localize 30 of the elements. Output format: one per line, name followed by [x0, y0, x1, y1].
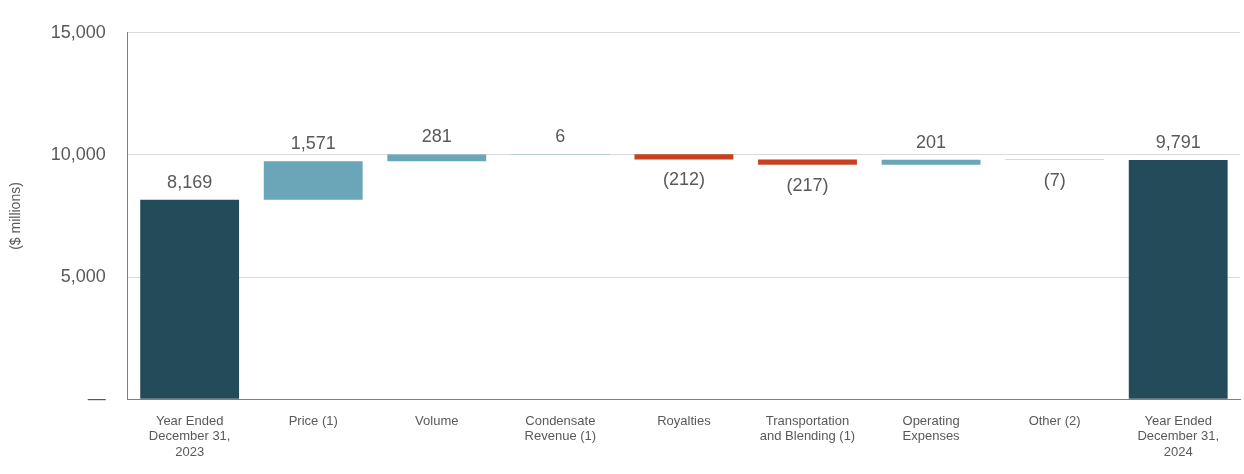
- data-label: 9,791: [1155, 132, 1201, 153]
- data-label: 8,169: [167, 171, 213, 192]
- bar: [1128, 160, 1228, 399]
- x-tick-label: Royalties: [657, 412, 712, 428]
- x-tick-label: Transportation and Blending (1): [759, 412, 856, 444]
- bar: [387, 154, 487, 162]
- x-tick-label: Price (1): [288, 412, 338, 428]
- y-tick-label: 10,000: [50, 143, 106, 164]
- data-label: 6: [555, 126, 566, 147]
- x-tick-label: Year Ended December 31, 2024: [1137, 412, 1220, 459]
- bar: [881, 159, 981, 165]
- x-tick-label: Condensate Revenue (1): [524, 412, 597, 444]
- bar: [634, 154, 734, 160]
- bar: [140, 199, 240, 399]
- bar: [758, 159, 857, 165]
- x-tick-label: Year Ended December 31, 2023: [148, 412, 231, 459]
- x-tick-label: Other (2): [1028, 412, 1081, 428]
- data-label: 201: [916, 131, 947, 152]
- data-label: 1,571: [290, 133, 336, 154]
- x-tick-label: Operating Expenses: [902, 412, 961, 444]
- y-tick-label: 5,000: [60, 266, 106, 287]
- bar: [263, 161, 363, 200]
- data-label: (7): [1043, 169, 1066, 190]
- data-label: 281: [421, 126, 452, 147]
- y-axis-title: ($ millions): [7, 182, 24, 250]
- y-tick-label: 15,000: [50, 21, 106, 42]
- x-tick-label: Volume: [415, 412, 459, 428]
- data-label: (217): [786, 174, 829, 195]
- y-tick-label: —: [87, 388, 106, 409]
- data-label: (212): [662, 169, 705, 190]
